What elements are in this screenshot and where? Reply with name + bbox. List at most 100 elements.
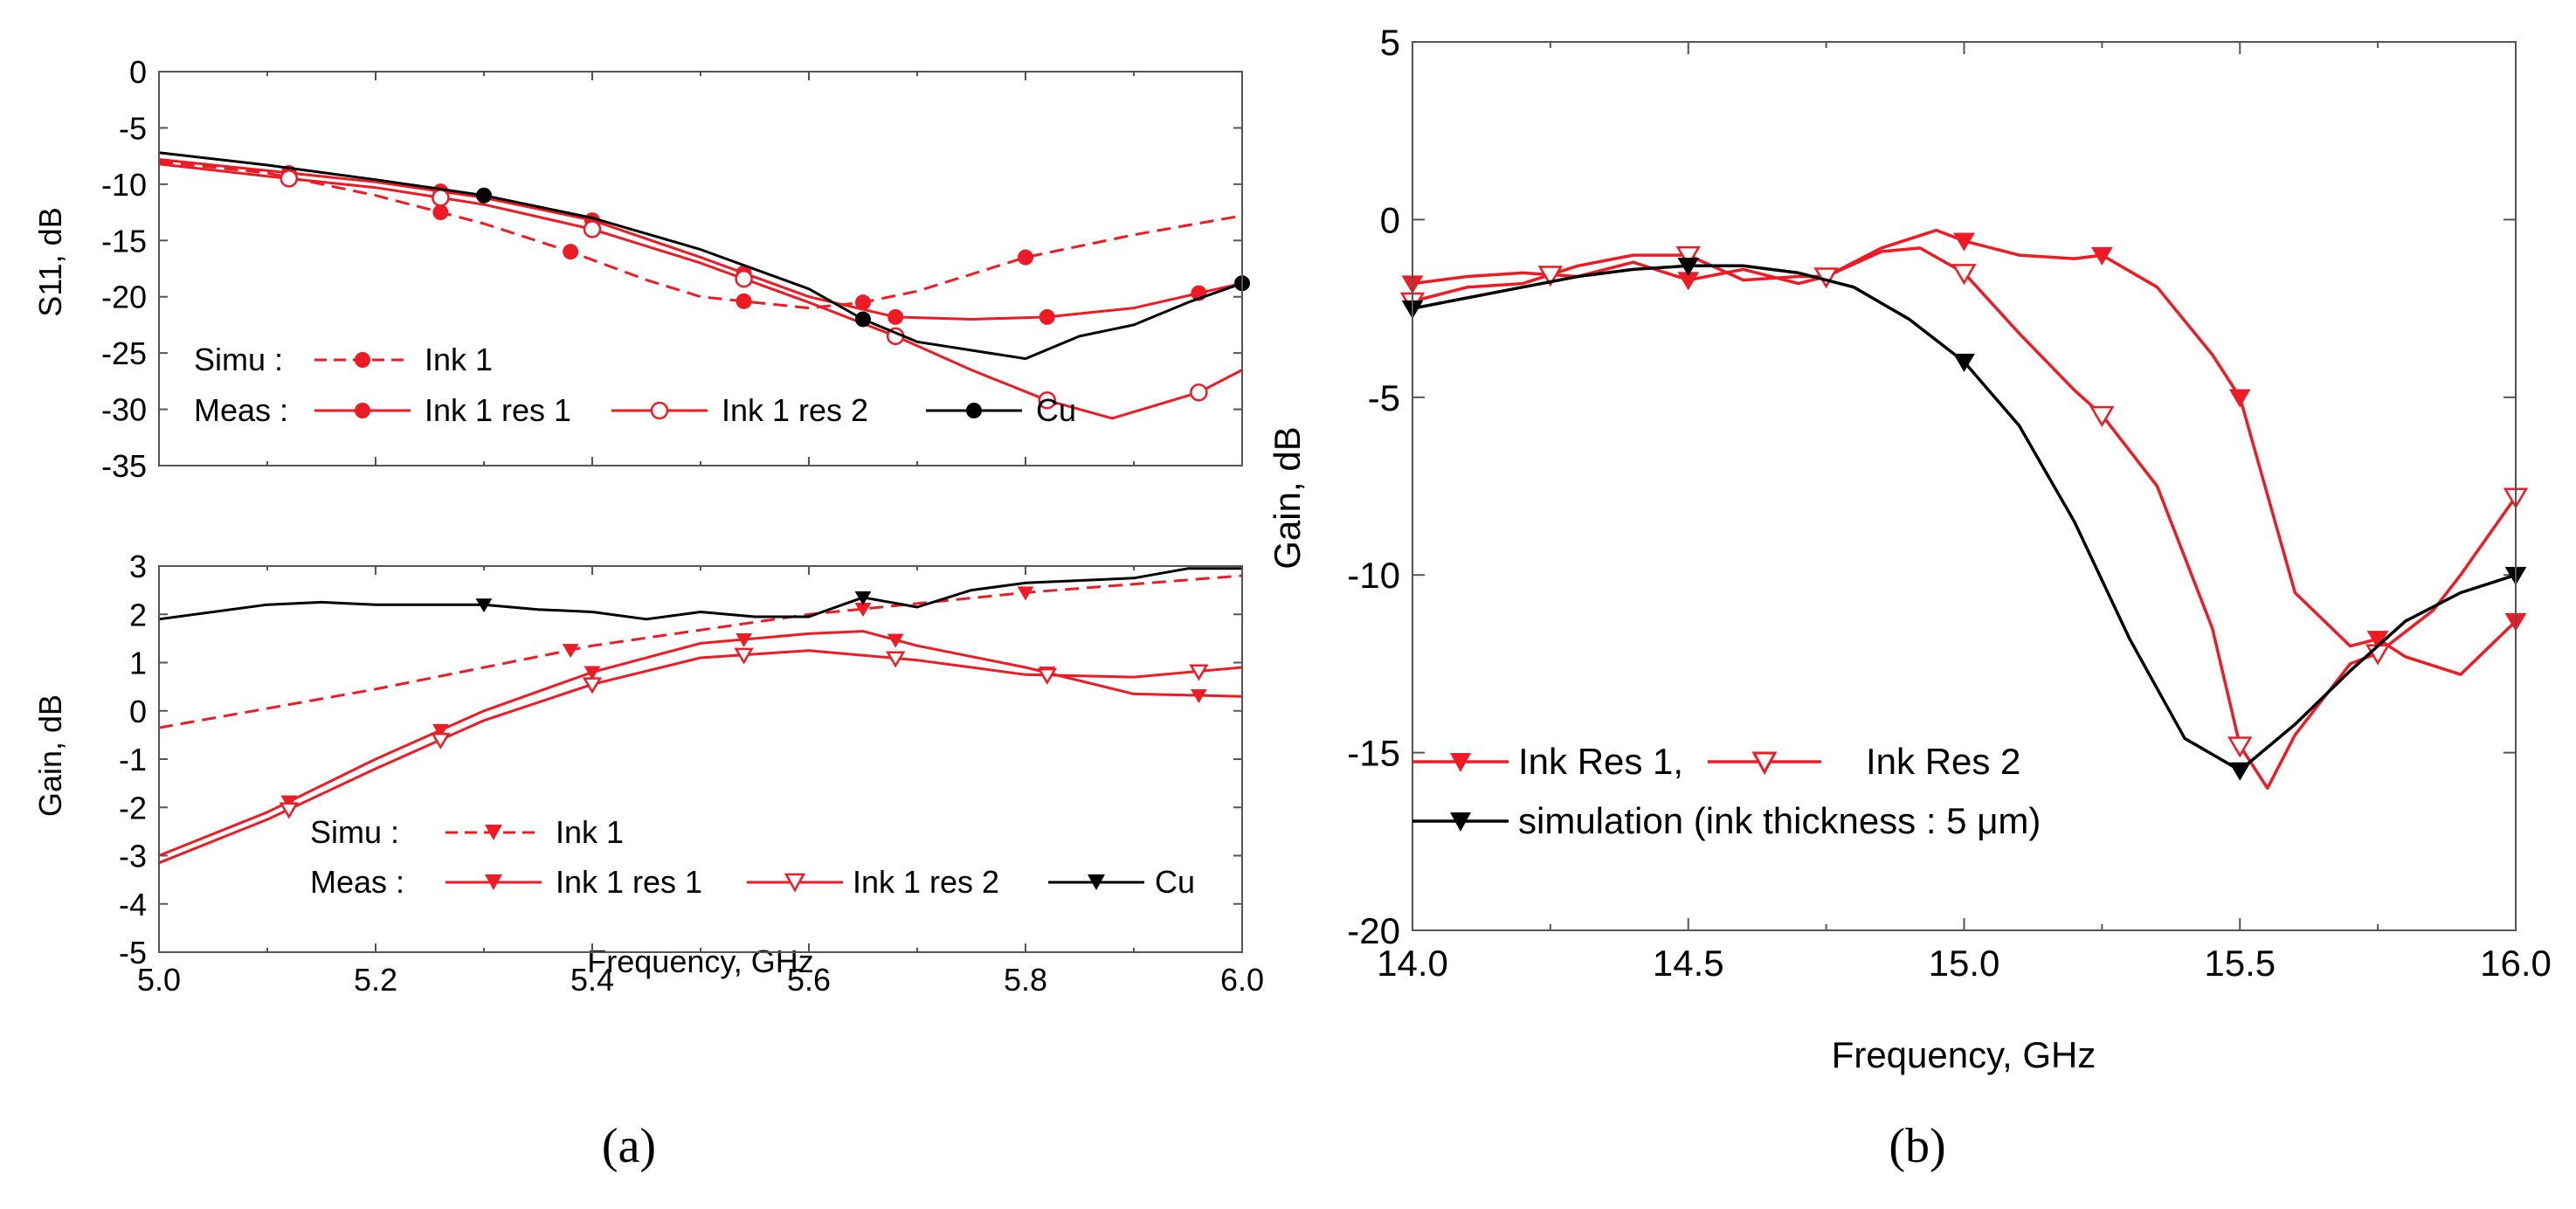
data-point [2089, 405, 2115, 428]
a-bottom-series [158, 567, 1243, 865]
ytick-label: -10 [1347, 555, 1400, 596]
a-top-ylabel: S11, dB [32, 207, 68, 316]
ytick-label: 1 [129, 646, 147, 681]
ytick-label: -30 [101, 392, 147, 428]
b-legend-res1-marker [1450, 753, 1471, 772]
b-frame [1412, 41, 2517, 931]
series-line-ink-res-1 [1412, 228, 2517, 676]
data-point [1190, 689, 1207, 704]
data-point [432, 723, 449, 738]
chart-a-top: S11, dB 0 -5 -10 -15 -20 -25 -30 -35 Simu : Mea… [32, 54, 1250, 484]
xtick-label: 16.0 [2480, 943, 2552, 984]
ytick-label: 0 [129, 54, 147, 90]
a-bottom-legend-cu-marker [1088, 874, 1105, 890]
data-point [432, 189, 450, 207]
b-legend-sim-marker [1450, 812, 1471, 832]
a-bottom-legend-res2-marker [784, 873, 806, 893]
xtick-label: 15.0 [1929, 943, 2000, 984]
ytick-label: 0 [1380, 199, 1400, 240]
data-point [2227, 736, 2253, 758]
data-point [582, 677, 603, 694]
a-top-legend-res2: Ink 1 res 2 [722, 392, 868, 428]
data-point [855, 311, 871, 328]
data-point [1675, 245, 1701, 267]
ytick-label: -15 [101, 223, 147, 259]
ytick-label: -2 [119, 790, 147, 826]
data-point [1953, 353, 1975, 373]
a-bottom-legend-res1-marker [485, 874, 502, 890]
ytick-label: -5 [1368, 377, 1400, 418]
ytick-label: -4 [119, 887, 147, 922]
chart-a-bottom: Gain, dB Frequency, GHz 3210-1-2-3-4-55.… [32, 549, 1264, 998]
a-bottom-legend-res1: Ink 1 res 1 [556, 864, 702, 900]
b-legend-sim: simulation (ink thickness : 5 μm) [1518, 800, 2041, 841]
b-legend-res2: Ink Res 2 [1866, 741, 2020, 782]
a-bottom-legend-simu-marker [485, 825, 502, 840]
ytick-label: -10 [101, 167, 147, 203]
a-top-legend-cu-marker [966, 403, 982, 418]
data-point [1537, 266, 1564, 287]
data-point [279, 802, 299, 819]
data-point [583, 220, 602, 238]
data-point [1039, 308, 1055, 325]
xtick-label: 5.8 [1004, 962, 1047, 998]
data-point [736, 632, 753, 648]
a-top-legend-meas: Meas : [194, 392, 288, 428]
a-bottom-legend-cu: Cu [1155, 864, 1195, 900]
b-legend-res1: Ink Res 1, [1518, 741, 1683, 782]
a-top-frame [158, 71, 1243, 466]
ytick-label: 2 [129, 597, 147, 632]
series-line-meas-cu [158, 567, 1242, 621]
data-point [562, 644, 579, 659]
data-point [736, 293, 752, 309]
xtick-label: 5.4 [570, 962, 614, 998]
b-ylabel: Gain, dB [1267, 426, 1308, 569]
ytick-label: 0 [129, 694, 147, 729]
a-top-legend-res2-marker [650, 401, 669, 420]
data-point [2228, 389, 2251, 408]
data-point [887, 633, 904, 648]
ytick-label: -5 [119, 110, 147, 146]
a-bottom-legend-meas: Meas : [310, 864, 404, 900]
data-point [1677, 258, 1700, 277]
data-point [1017, 586, 1034, 601]
series-line-meas-ink-1-res-1 [158, 158, 1243, 321]
b-legend-res2-marker [1751, 751, 1778, 776]
ytick-label: -20 [1347, 910, 1400, 951]
series-line-ink-res-2 [1412, 246, 2517, 791]
data-point [1037, 667, 1057, 685]
series-line-simu-ink-1 [158, 574, 1243, 729]
xtick-label: 5.6 [787, 962, 831, 998]
data-point [887, 308, 904, 325]
ytick-label: -5 [119, 935, 147, 971]
xtick-label: 14.0 [1377, 943, 1448, 984]
b-series [1399, 228, 2529, 791]
series-line-meas-ink-1-res-2 [158, 162, 1243, 420]
a-top-ticks: 0 -5 -10 -15 -20 -25 -30 -35 [101, 54, 1243, 484]
ytick-label: -35 [101, 448, 147, 484]
xtick-label: 14.5 [1653, 943, 1724, 984]
data-point [1951, 264, 1977, 286]
ytick-label: -15 [1347, 733, 1400, 774]
data-point [855, 294, 871, 311]
ytick-label: -25 [101, 335, 147, 371]
data-point [476, 187, 492, 204]
data-point [280, 169, 299, 188]
data-point [584, 666, 601, 680]
data-point [475, 598, 493, 613]
a-bottom-legend-ink1: Ink 1 [556, 814, 624, 850]
series-line-simu-ink-1 [158, 160, 1243, 310]
xtick-label: 5.0 [137, 962, 181, 998]
data-point [1038, 391, 1057, 410]
a-bottom-legend: Simu : Meas : Ink 1 Ink 1 res 1 Ink 1 re… [310, 814, 1195, 900]
panel-label-b: (b) [1889, 1119, 1945, 1173]
ytick-label: -3 [119, 839, 147, 874]
data-point [735, 269, 753, 288]
data-point [432, 204, 449, 221]
ytick-label: 5 [1380, 22, 1400, 63]
data-point [886, 651, 906, 668]
a-bottom-legend-simu: Simu : [310, 814, 399, 850]
a-bottom-frame [158, 565, 1243, 953]
